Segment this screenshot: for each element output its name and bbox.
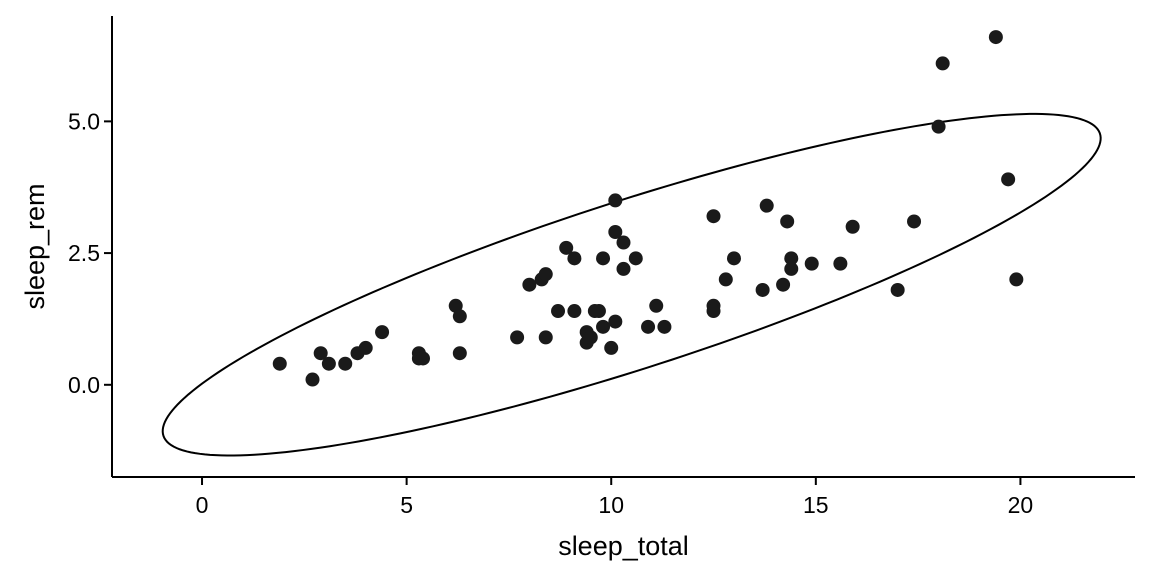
data-point [988, 30, 1003, 45]
data-point [583, 330, 598, 345]
data-point [608, 193, 623, 208]
data-point [538, 267, 553, 282]
data-point [321, 356, 336, 371]
y-tick-label: 2.5 [68, 240, 100, 266]
data-point [305, 372, 320, 387]
axes [111, 16, 1135, 478]
data-point [1001, 172, 1016, 187]
data-point [538, 330, 553, 345]
data-point [510, 330, 525, 345]
data-point [935, 56, 950, 71]
data-point [845, 219, 860, 234]
data-point [338, 356, 353, 371]
y-axis-label: sleep_rem [20, 183, 50, 309]
data-point [415, 351, 430, 366]
data-point [604, 340, 619, 355]
y-tick-label: 5.0 [68, 108, 100, 134]
data-point [706, 304, 721, 319]
x-tick-label: 15 [803, 492, 829, 518]
data-point [907, 214, 922, 229]
data-point [616, 235, 631, 250]
data-point [596, 251, 611, 266]
data-point [776, 277, 791, 292]
data-point [931, 119, 946, 134]
x-tick-label: 0 [196, 492, 209, 518]
data-point [726, 251, 741, 266]
data-point [706, 209, 721, 224]
data-point [608, 314, 623, 329]
data-point [833, 256, 848, 271]
confidence-ellipse [161, 112, 1102, 457]
data-point [559, 240, 574, 255]
y-tick-label: 0.0 [68, 372, 100, 398]
data-point [567, 251, 582, 266]
plot-area [161, 30, 1102, 457]
data-point [628, 251, 643, 266]
data-point [358, 340, 373, 355]
data-point [759, 198, 774, 213]
data-point [616, 261, 631, 276]
data-point [755, 282, 770, 297]
data-point [272, 356, 287, 371]
x-tick-label: 10 [598, 492, 624, 518]
data-point [1009, 272, 1024, 287]
x-axis-ticks: 0 5 10 15 20 [196, 477, 1034, 518]
data-point [591, 304, 606, 319]
data-point [784, 261, 799, 276]
data-point [804, 256, 819, 271]
x-tick-label: 5 [400, 492, 413, 518]
data-point [641, 319, 656, 334]
data-point [657, 319, 672, 334]
data-point [375, 325, 390, 340]
data-point [551, 304, 566, 319]
data-point [452, 346, 467, 361]
data-point [890, 282, 905, 297]
data-point [452, 309, 467, 324]
data-point [718, 272, 733, 287]
y-axis-ticks: 0.0 2.5 5.0 [68, 108, 112, 398]
data-point [313, 346, 328, 361]
data-point [596, 319, 611, 334]
data-point [784, 251, 799, 266]
x-tick-label: 20 [1008, 492, 1034, 518]
data-point [608, 225, 623, 240]
data-point [567, 304, 582, 319]
data-point [448, 298, 463, 313]
data-point [649, 298, 664, 313]
x-axis-label: sleep_total [558, 531, 689, 561]
data-point [780, 214, 795, 229]
data-point [522, 277, 537, 292]
